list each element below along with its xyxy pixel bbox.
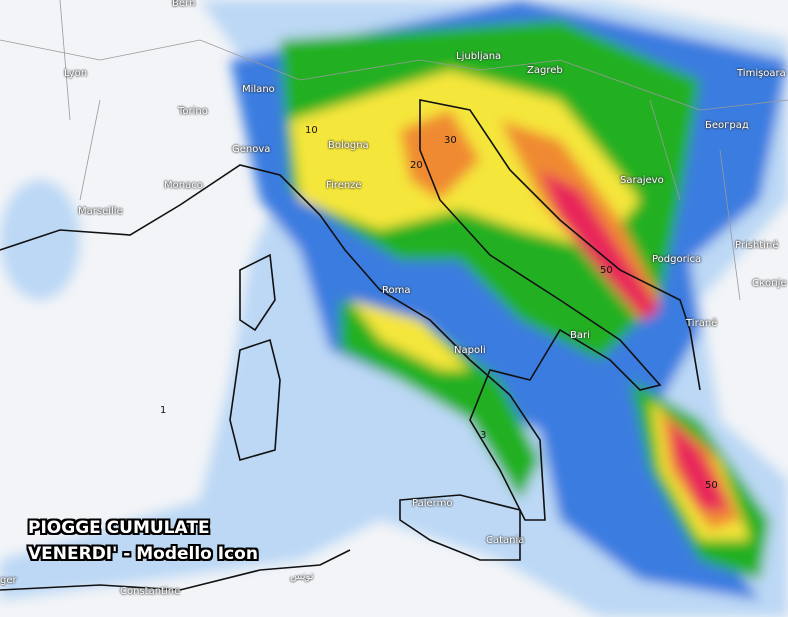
- city-label: Constantine: [120, 586, 181, 597]
- contour-label: 50: [705, 480, 718, 491]
- city-label: Genova: [232, 144, 271, 155]
- contour-label: 30: [444, 135, 457, 146]
- city-label: Torino: [178, 106, 208, 117]
- city-label: Београд: [705, 120, 749, 131]
- city-label: Sarajevo: [620, 175, 664, 186]
- city-label: Bern: [172, 0, 196, 9]
- map-title-line2: VENERDI' - Modello Icon: [28, 544, 258, 564]
- city-label: Podgorica: [652, 254, 702, 265]
- city-label: Ljubljana: [456, 51, 502, 62]
- city-label: تونس: [290, 571, 314, 582]
- contour-label: 20: [410, 160, 423, 171]
- map-title-line1: PIOGGE CUMULATE: [28, 518, 210, 538]
- city-label: Milano: [242, 84, 275, 95]
- coastlines: [0, 99, 701, 591]
- contour-label: 50: [600, 265, 613, 276]
- city-label: Marseille: [78, 206, 123, 217]
- city-label: Palermo: [412, 498, 453, 509]
- city-label: Zagreb: [527, 65, 563, 76]
- city-label: Bologna: [328, 140, 369, 151]
- city-label: Bari: [570, 330, 590, 341]
- city-label: Tiranë: [686, 318, 718, 329]
- city-label: Catania: [486, 535, 525, 546]
- contour-label: 3: [480, 430, 487, 441]
- city-label: Monaco: [164, 180, 203, 191]
- city-label: Prishtinë: [735, 240, 779, 251]
- city-label: Lyon: [64, 68, 88, 79]
- contour-label: 1: [160, 405, 167, 416]
- city-label: Napoli: [454, 345, 486, 356]
- contour-label: 10: [305, 125, 318, 136]
- city-label: Firenze: [326, 180, 362, 191]
- city-label: ger: [0, 575, 17, 586]
- city-label: Скопје: [752, 278, 787, 289]
- borders: [0, 0, 788, 301]
- city-label: Timişoara: [737, 68, 786, 79]
- city-label: Roma: [382, 285, 411, 296]
